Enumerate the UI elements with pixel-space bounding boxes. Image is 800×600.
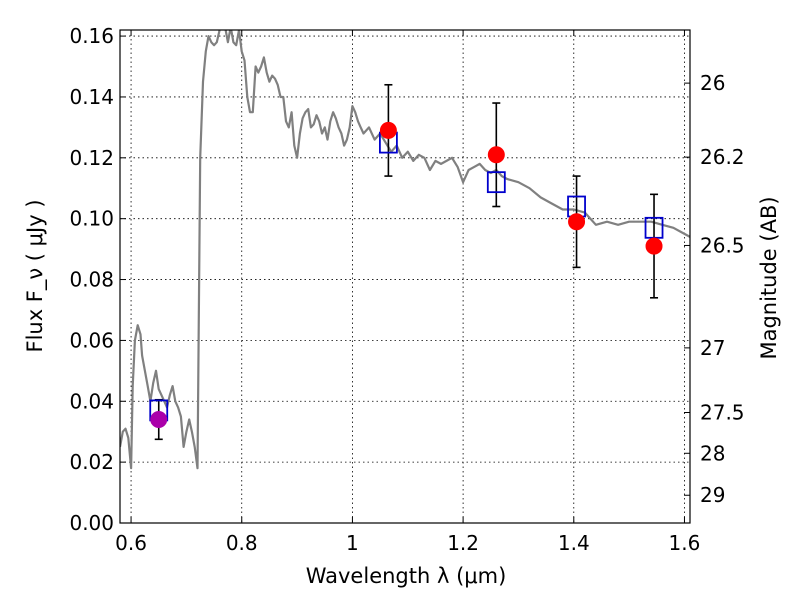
- y-tick-label: 0.00: [69, 511, 114, 535]
- x-tick-label: 0.8: [226, 531, 258, 555]
- y-tick-label: 0.06: [69, 328, 114, 352]
- marker-layer: [149, 121, 664, 429]
- y-axis-label: Flux F_ν ( μJy ): [23, 199, 48, 352]
- x-tick-label: 1.6: [669, 531, 701, 555]
- y-tick-label: 0.16: [69, 24, 114, 48]
- x-axis-label: Wavelength λ (μm): [306, 564, 507, 588]
- flux-point: [645, 237, 663, 255]
- y-tick-label: 0.12: [69, 146, 114, 170]
- y2-tick-label: 28: [700, 441, 725, 465]
- y-tick-label: 0.08: [69, 268, 114, 292]
- y-tick-label: 0.02: [69, 450, 114, 474]
- x-tick-label: 1: [346, 531, 359, 555]
- y2-tick-label: 26.5: [700, 233, 745, 257]
- grid-layer: [120, 30, 690, 524]
- model-spectrum-line: [120, 30, 690, 470]
- y2-tick-label: 29: [700, 483, 725, 507]
- flux-point: [487, 146, 505, 164]
- y2-tick-label: 26: [700, 71, 725, 95]
- plot-frame: [119, 29, 691, 524]
- flux-point: [568, 213, 586, 231]
- x-tick-label: 0.6: [115, 531, 147, 555]
- y2-tick-label: 26.2: [700, 145, 745, 169]
- y2-axis-label: Magnitude (AB): [757, 196, 781, 359]
- synthetic-square-point: [486, 171, 506, 194]
- y-tick-label: 0.04: [69, 389, 114, 413]
- y-tick-label: 0.10: [69, 207, 114, 231]
- tick-layer: 0.6 0.8 1 1.2 1.4 1.6 0.00 0.02 0.04 0.06 0.08 0.10…: [69, 24, 744, 555]
- errorbar-layer: [154, 83, 659, 441]
- x-tick-label: 1.2: [447, 531, 479, 555]
- model-layer: [120, 30, 690, 470]
- x-tick-label: 1.4: [558, 531, 590, 555]
- flux-point: [150, 411, 168, 429]
- flux-point: [379, 121, 397, 139]
- y-tick-label: 0.14: [69, 85, 114, 109]
- y2-tick-label: 27: [700, 336, 725, 360]
- y2-tick-label: 27.5: [700, 401, 745, 425]
